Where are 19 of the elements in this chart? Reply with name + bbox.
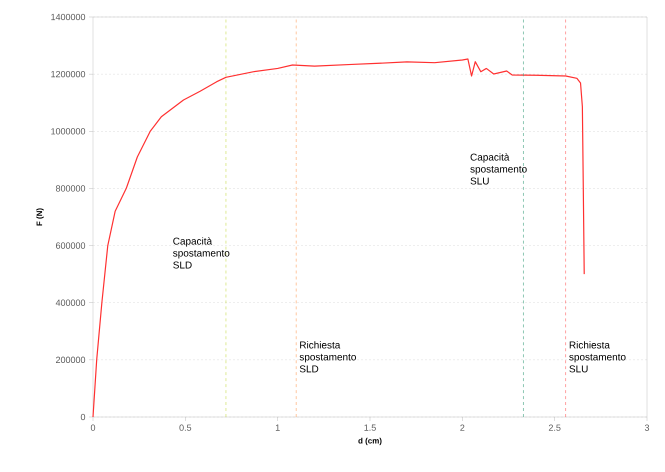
ref-line-label: Capacità spostamento SLU: [470, 153, 527, 185]
y-tick-label: 1400000: [51, 14, 86, 20]
x-tick-label: 0: [90, 424, 96, 431]
y-tick-label: 1000000: [51, 128, 86, 134]
x-tick-label: 2.5: [548, 424, 561, 431]
ref-line-label: Richiesta spostamento SLD: [300, 341, 356, 372]
y-tick-label: 600000: [56, 242, 86, 249]
y-tick-label: 800000: [56, 185, 86, 192]
x-tick-label: 1: [276, 424, 280, 431]
y-tick-label: 200000: [56, 356, 86, 364]
y-tick-label: 400000: [56, 300, 86, 306]
x-tick-label: 2: [460, 424, 464, 431]
ref-line-label: Richiesta spostamento SLU: [569, 341, 626, 372]
ref-line-label: Capacità spostamento SLD: [173, 237, 230, 269]
y-tick-label: 0: [80, 414, 86, 420]
y-tick-label: 1200000: [51, 70, 86, 78]
x-tick-label: 0.5: [179, 424, 192, 431]
x-tick-label: 3: [644, 424, 650, 431]
x-tick-label: 1.5: [364, 424, 376, 431]
